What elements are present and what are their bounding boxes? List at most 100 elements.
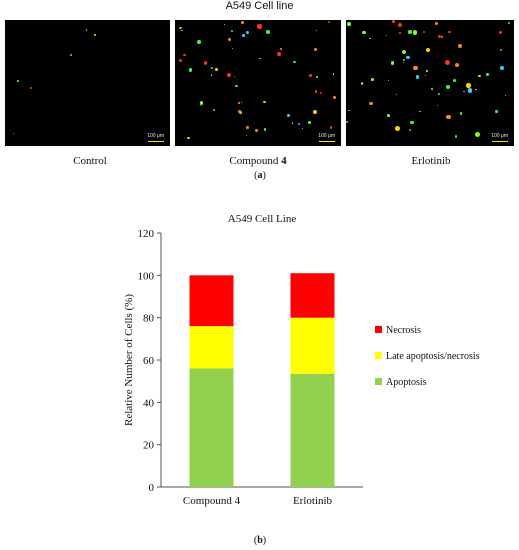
cell-fluorescence-dot xyxy=(297,123,300,125)
image-label-compound-number: 4 xyxy=(281,155,287,167)
legend-swatch xyxy=(375,378,382,385)
cell-fluorescence-dot xyxy=(485,72,489,76)
cell-fluorescence-dot xyxy=(445,84,450,90)
cell-fluorescence-dot xyxy=(263,128,267,131)
cell-fluorescence-dot xyxy=(406,55,410,60)
cell-fluorescence-dot xyxy=(277,52,281,56)
cell-fluorescence-dot xyxy=(235,84,238,88)
chart-title: A549 Cell Line xyxy=(228,213,297,225)
panel-b-caption: (b) xyxy=(230,535,290,546)
cell-fluorescence-dot xyxy=(263,100,266,104)
cell-fluorescence-dot xyxy=(385,34,387,36)
cell-fluorescence-dot xyxy=(399,32,401,34)
cell-fluorescence-dot xyxy=(408,128,411,131)
cell-fluorescence-dot xyxy=(475,131,481,137)
cell-fluorescence-dot xyxy=(17,79,20,82)
bar-segment xyxy=(290,317,335,374)
micrograph-compound-4: 100 μm xyxy=(175,20,341,146)
cell-fluorescence-dot xyxy=(403,58,406,61)
cell-fluorescence-dot xyxy=(369,101,373,106)
cell-fluorescence-dot xyxy=(360,82,364,85)
cell-fluorescence-dot xyxy=(280,47,282,50)
cell-fluorescence-dot xyxy=(437,93,440,96)
micrograph-control: 100 μm xyxy=(5,20,170,146)
cell-fluorescence-dot xyxy=(30,87,33,90)
scale-bar xyxy=(319,141,335,142)
cell-fluorescence-dot xyxy=(425,47,430,52)
cell-fluorescence-dot xyxy=(315,29,318,32)
legend-swatch xyxy=(375,352,382,359)
cell-fluorescence-dot xyxy=(227,38,231,42)
cell-fluorescence-dot xyxy=(287,114,291,118)
legend-label: Late apoptosis/necrosis xyxy=(386,351,480,362)
caption-open-paren: ( xyxy=(254,170,258,181)
bar-segment xyxy=(189,326,234,369)
cell-fluorescence-dot xyxy=(495,110,498,113)
y-tick-label: 0 xyxy=(149,482,155,494)
cell-fluorescence-dot xyxy=(430,88,433,91)
x-tick-label: Compound 4 xyxy=(183,495,241,507)
y-tick-label: 40 xyxy=(143,397,155,409)
x-tick-label: Erlotinib xyxy=(293,495,333,507)
cell-fluorescence-dot xyxy=(199,101,203,105)
caption-open-paren: ( xyxy=(253,535,258,546)
cell-fluorescence-dot xyxy=(440,35,443,38)
cell-fluorescence-dot xyxy=(234,76,236,78)
cell-fluorescence-dot xyxy=(448,30,451,34)
cell-fluorescence-dot xyxy=(210,66,214,70)
cell-fluorescence-dot xyxy=(507,21,510,24)
legend-swatch xyxy=(375,326,382,333)
cell-fluorescence-dot xyxy=(259,57,262,60)
cell-fluorescence-dot xyxy=(454,135,458,139)
cell-fluorescence-dot xyxy=(426,70,428,72)
cell-fluorescence-dot xyxy=(410,120,414,125)
y-tick-label: 80 xyxy=(143,313,155,325)
cell-fluorescence-dot xyxy=(413,66,418,71)
cell-fluorescence-dot xyxy=(188,68,192,72)
cell-fluorescence-dot xyxy=(309,74,312,77)
cell-fluorescence-dot xyxy=(333,96,337,100)
cell-fluorescence-dot xyxy=(369,37,371,39)
cell-fluorescence-dot xyxy=(474,88,477,91)
cell-fluorescence-dot xyxy=(437,34,442,39)
cell-fluorescence-dot xyxy=(70,54,73,56)
cell-fluorescence-dot xyxy=(212,109,215,112)
cell-fluorescence-dot xyxy=(437,104,439,106)
bar-segment xyxy=(189,368,234,487)
cell-fluorescence-dot xyxy=(187,136,190,140)
cell-fluorescence-dot xyxy=(499,48,502,51)
cell-fluorescence-dot xyxy=(446,114,451,120)
caption-close-paren: ) xyxy=(262,535,267,546)
cell-fluorescence-dot xyxy=(467,88,473,93)
bar-segment xyxy=(290,373,335,487)
cell-fluorescence-dot xyxy=(478,75,481,78)
cell-fluorescence-dot xyxy=(396,93,398,95)
cell-fluorescence-dot xyxy=(316,76,319,79)
bar-segment xyxy=(189,275,234,327)
panel-a-caption: (a) xyxy=(230,170,290,181)
legend-label: Apoptosis xyxy=(386,377,427,388)
cell-fluorescence-dot xyxy=(453,78,457,83)
caption-letter: a xyxy=(257,170,263,181)
scale-bar-label: 100 μm xyxy=(491,133,508,139)
cell-fluorescence-dot xyxy=(397,23,402,28)
cell-fluorescence-dot xyxy=(314,90,318,94)
cell-fluorescence-dot xyxy=(401,49,407,55)
cell-fluorescence-dot xyxy=(499,65,505,71)
cell-fluorescence-dot xyxy=(314,47,318,51)
cell-fluorescence-dot xyxy=(362,30,366,35)
cell-fluorescence-dot xyxy=(246,134,248,137)
legend: Necrosis Late apoptosis/necrosis Apoptosis xyxy=(375,325,480,388)
y-ticks: 0 20 40 60 80 100 120 xyxy=(138,228,161,494)
cell-fluorescence-dot xyxy=(424,75,426,77)
cell-fluorescence-dot xyxy=(504,94,506,96)
cell-fluorescence-dot xyxy=(419,110,421,113)
cell-fluorescence-dot xyxy=(203,61,208,66)
cell-fluorescence-dot xyxy=(245,30,249,34)
cell-fluorescence-dot xyxy=(307,121,311,125)
bars xyxy=(189,273,335,487)
cell-fluorescence-dot xyxy=(387,79,389,81)
cell-fluorescence-dot xyxy=(210,74,213,76)
cell-fluorescence-dot xyxy=(408,30,412,34)
scale-bar xyxy=(492,141,508,142)
